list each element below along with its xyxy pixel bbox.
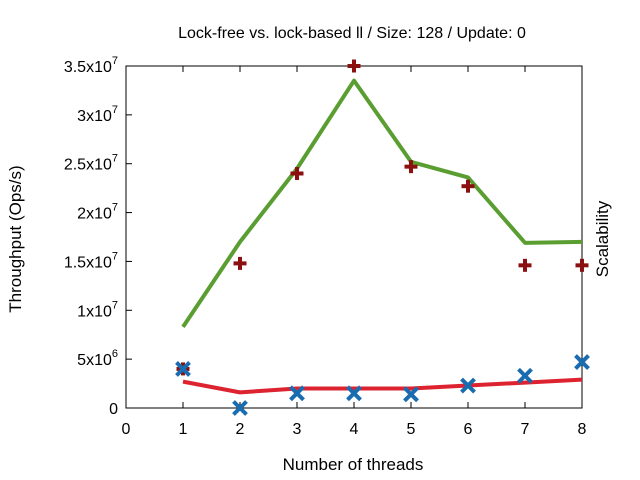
y-tick-mantissa: 2x10 bbox=[77, 206, 112, 223]
plus-marker bbox=[233, 256, 247, 270]
y-axis-title: Throughput (Ops/s) bbox=[6, 165, 25, 312]
x-tick-label: 5 bbox=[407, 421, 416, 438]
y-tick-exponent: 6 bbox=[112, 348, 118, 360]
plus-marker bbox=[290, 166, 304, 180]
plus-marker bbox=[347, 59, 361, 73]
y-tick-mantissa: 3x10 bbox=[77, 108, 112, 125]
series-line-0 bbox=[181, 78, 583, 329]
cross-marker bbox=[574, 354, 590, 370]
y-tick-label: 3.5x107 bbox=[64, 55, 118, 76]
x-axis-title: Number of threads bbox=[283, 455, 424, 474]
y-tick-mantissa: 1.5x10 bbox=[64, 254, 112, 271]
chart-title: Lock-free vs. lock-based ll / Size: 128 … bbox=[178, 25, 526, 42]
y-tick-label: 2.5x107 bbox=[64, 153, 118, 174]
cross-marker bbox=[460, 377, 476, 394]
x-tick-label: 7 bbox=[521, 421, 530, 438]
y-tick-label: 0 bbox=[109, 401, 118, 418]
cross-marker bbox=[232, 400, 248, 416]
y-tick-exponent: 7 bbox=[112, 202, 118, 214]
y-tick-mantissa: 3.5x10 bbox=[64, 59, 112, 76]
y-tick-mantissa: 5x10 bbox=[77, 352, 112, 369]
y-tick-exponent: 7 bbox=[112, 153, 118, 165]
plus-marker bbox=[518, 258, 532, 272]
x-tick-label: 3 bbox=[293, 421, 302, 438]
plus-marker bbox=[404, 160, 418, 174]
y2-axis-title: Scalability bbox=[593, 200, 612, 277]
series-layer bbox=[175, 59, 590, 416]
y-axis: 05x1061x1071.5x1072x1072.5x1073x1073.5x1… bbox=[64, 55, 132, 418]
x-tick-label: 8 bbox=[578, 421, 587, 438]
x-tick-label: 6 bbox=[464, 421, 473, 438]
x-tick-label: 1 bbox=[179, 421, 188, 438]
y-tick-exponent: 7 bbox=[112, 299, 118, 311]
x-tick-label: 2 bbox=[236, 421, 245, 438]
plot-area bbox=[125, 65, 583, 409]
y-tick-exponent: 7 bbox=[112, 104, 118, 116]
y-tick-mantissa: 0 bbox=[109, 401, 118, 418]
y-tick-label: 2x107 bbox=[77, 202, 118, 223]
plus-marker bbox=[575, 258, 589, 272]
plot-frame bbox=[125, 65, 583, 409]
y-tick-label: 3x107 bbox=[77, 104, 118, 125]
y-tick-exponent: 7 bbox=[112, 55, 118, 67]
cross-marker bbox=[175, 361, 191, 377]
x-tick-label: 0 bbox=[122, 421, 131, 438]
y-tick-label: 1x107 bbox=[77, 299, 118, 320]
y-tick-exponent: 7 bbox=[112, 250, 118, 262]
cross-marker bbox=[517, 367, 533, 384]
cross-marker bbox=[346, 385, 362, 402]
y-tick-mantissa: 2.5x10 bbox=[64, 157, 112, 174]
y-tick-label: 5x106 bbox=[77, 348, 118, 369]
cross-marker bbox=[403, 386, 419, 403]
plus-marker bbox=[461, 179, 475, 193]
x-tick-label: 4 bbox=[350, 421, 359, 438]
y-tick-mantissa: 1x10 bbox=[77, 303, 112, 320]
cross-marker bbox=[289, 385, 305, 402]
series-line-1 bbox=[182, 377, 583, 395]
y-tick-label: 1.5x107 bbox=[64, 250, 118, 271]
